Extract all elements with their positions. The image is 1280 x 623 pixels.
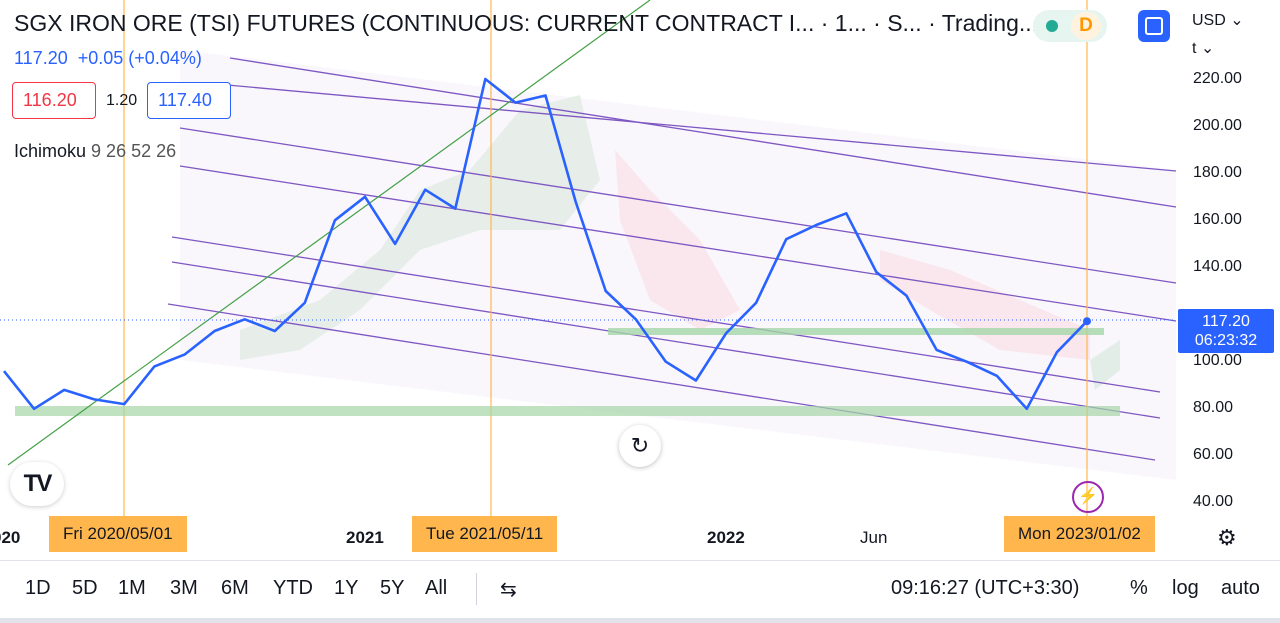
log-toggle[interactable]: log [1172, 577, 1199, 599]
channel-line [229, 57, 1177, 208]
indicator-params: 9 26 52 26 [91, 141, 177, 161]
channel-line [204, 82, 1177, 172]
trend-line [7, 0, 651, 466]
cloud-bullish [240, 95, 600, 360]
price-series [2, 77, 1091, 411]
cloud-bullish [1090, 340, 1120, 390]
channel-fill [180, 50, 1176, 480]
clock-timezone[interactable]: 09:16:27 (UTC+3:30) [891, 577, 1080, 599]
y-tick-label: 180.00 [1193, 164, 1242, 181]
bid-ask-panel: 116.20 1.20 117.40 [12, 82, 232, 119]
last-price-tag: 117.20 06:23:32 [1178, 309, 1274, 353]
uptrend-line [7, 0, 651, 466]
channel-line [171, 236, 1161, 393]
bar-countdown: 06:23:32 [1194, 332, 1258, 349]
source: · Trading... [928, 10, 1039, 36]
channel-line [179, 165, 1177, 322]
bottom-edge [0, 618, 1280, 623]
y-tick-label: 60.00 [1193, 446, 1234, 463]
x-tick-label: Jun [860, 528, 888, 547]
range-ytd[interactable]: YTD [273, 577, 313, 599]
quote-price: 117.20 [14, 48, 68, 68]
interval: · 1... [820, 10, 867, 36]
exchange: · S... [873, 10, 922, 36]
channel-band [180, 50, 1176, 480]
range-5d[interactable]: 5D [72, 577, 98, 599]
range-1y[interactable]: 1Y [334, 577, 359, 599]
y-tick-label: 220.00 [1193, 70, 1242, 87]
quote-change: +0.05 [77, 48, 124, 68]
cloud-bearish [615, 150, 740, 330]
resistance-zone-117 [608, 328, 1104, 335]
range-1d[interactable]: 1D [25, 577, 51, 599]
x-tick-label: 2021 [346, 528, 384, 547]
currency-selector[interactable]: USD ⌄ [1192, 10, 1244, 30]
range-6m[interactable]: 6M [221, 577, 249, 599]
market-open-icon [1046, 20, 1058, 32]
gear-icon[interactable]: ⚙ [1217, 525, 1237, 550]
currency-label: USD [1192, 12, 1226, 29]
range-1m[interactable]: 1M [118, 577, 146, 599]
chart-area[interactable] [0, 0, 1280, 560]
support-zones [15, 328, 1120, 416]
y-tick-label: 100.00 [1193, 352, 1242, 369]
indicator-name: Ichimoku [14, 141, 87, 161]
y-tick-label: 160.00 [1193, 211, 1242, 228]
percent-toggle[interactable]: % [1130, 577, 1148, 599]
channel-line [167, 303, 1156, 461]
fullscreen-icon [1145, 17, 1163, 35]
market-status[interactable]: D [1033, 10, 1107, 42]
symbol-title[interactable]: SGX IRON ORE (TSI) FUTURES (CONTINUOUS: … [14, 10, 1038, 37]
range-5y[interactable]: 5Y [380, 577, 405, 599]
buy-button[interactable]: 117.40 [147, 82, 232, 119]
bottom-toolbar: 1D 5D 1M 3M 6M YTD 1Y 5Y All ⇆ 09:16:27 … [0, 560, 1280, 619]
unit-selector[interactable]: t ⌄ [1192, 38, 1214, 58]
quote-line: 117.20 +0.05 (+0.04%) [14, 48, 202, 69]
symbol-name: SGX IRON ORE (TSI) FUTURES (CONTINUOUS: … [14, 10, 815, 36]
x-highlight-label: Fri 2020/05/01 [49, 516, 187, 552]
range-all[interactable]: All [425, 577, 448, 599]
last-price-value: 117.20 [1202, 313, 1250, 330]
y-tick-label: 140.00 [1193, 258, 1242, 275]
y-tick-label: 200.00 [1193, 117, 1242, 134]
reset-icon: ↻ [630, 433, 650, 458]
range-3m[interactable]: 3M [170, 577, 198, 599]
delayed-badge: D [1071, 12, 1101, 40]
spread-value: 1.20 [106, 91, 138, 109]
y-tick-label: 40.00 [1193, 493, 1234, 510]
vertical-markers [123, 0, 1088, 516]
x-highlight-label: Mon 2023/01/02 [1004, 516, 1155, 552]
fullscreen-button[interactable] [1138, 10, 1170, 42]
toolbar-divider [476, 573, 477, 605]
sell-button[interactable]: 116.20 [12, 82, 96, 119]
indicator-legend[interactable]: Ichimoku 9 26 52 26 [14, 141, 176, 162]
tradingview-logo-icon[interactable]: TV [10, 462, 64, 506]
quote-change-pct: (+0.04%) [128, 48, 202, 68]
support-zone-80 [15, 406, 1120, 416]
x-highlight-label: Tue 2021/05/11 [412, 516, 558, 552]
data-point [1083, 317, 1091, 326]
alert-bolt-icon[interactable]: ⚡ [1072, 481, 1104, 513]
auto-toggle[interactable]: auto [1221, 577, 1260, 599]
date-range-icon[interactable]: ⇆ [500, 579, 517, 601]
channel-line [179, 127, 1177, 284]
x-tick-label: 020 [0, 528, 21, 547]
regression-channel [167, 57, 1177, 461]
channel-line [171, 261, 1161, 419]
unit-label: t [1192, 40, 1197, 57]
chevron-down-icon: ⌄ [1200, 40, 1215, 57]
y-tick-label: 80.00 [1193, 399, 1234, 416]
reset-chart-button[interactable]: ↻ [619, 425, 661, 467]
chevron-down-icon: ⌄ [1230, 12, 1244, 29]
x-tick-label: 2022 [707, 528, 745, 547]
